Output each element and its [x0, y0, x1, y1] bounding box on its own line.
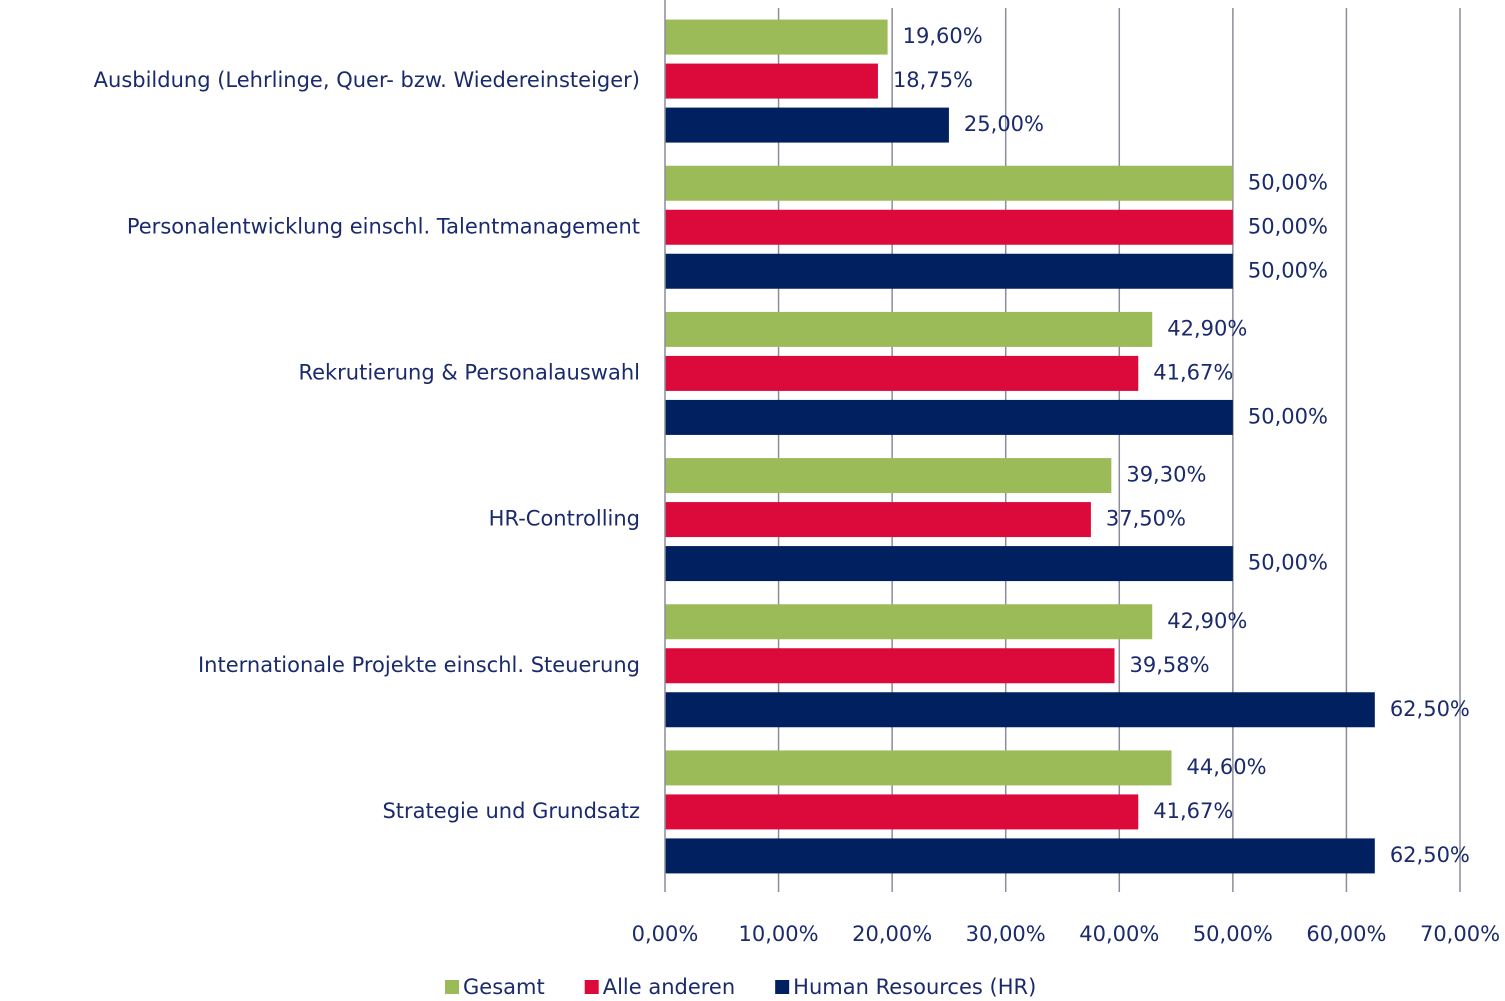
value-label: 37,50%	[1106, 507, 1186, 531]
x-tick-label: 0,00%	[632, 922, 699, 946]
bar	[665, 546, 1233, 582]
value-label: 44,60%	[1187, 755, 1267, 779]
value-label: 39,58%	[1130, 653, 1210, 677]
bar	[665, 794, 1139, 830]
category-label: HR-Controlling	[489, 507, 640, 531]
x-tick-label: 30,00%	[966, 922, 1046, 946]
value-label: 50,00%	[1248, 551, 1328, 575]
bar	[665, 648, 1115, 684]
bar	[665, 502, 1091, 538]
bar	[665, 399, 1233, 435]
x-tick-label: 10,00%	[739, 922, 819, 946]
value-label: 50,00%	[1248, 258, 1328, 282]
value-label: 42,90%	[1167, 609, 1247, 633]
bar	[665, 458, 1112, 494]
value-label: 42,90%	[1167, 316, 1247, 340]
bar	[665, 209, 1233, 245]
bar	[665, 838, 1375, 874]
legend-swatch	[445, 980, 459, 994]
legend-swatch	[775, 980, 790, 994]
legend-label: Alle anderen	[603, 975, 735, 999]
x-tick-label: 60,00%	[1306, 922, 1386, 946]
legend-label: Human Resources (HR)	[793, 975, 1036, 999]
value-label: 41,67%	[1153, 360, 1233, 384]
value-label: 62,50%	[1390, 697, 1470, 721]
legend-swatch	[584, 980, 599, 994]
value-label: 19,60%	[903, 24, 983, 48]
bar	[665, 107, 949, 143]
category-label: Ausbildung (Lehrlinge, Quer- bzw. Wieder…	[94, 68, 640, 92]
bar	[665, 355, 1139, 391]
bar	[665, 311, 1153, 347]
category-label: Rekrutierung & Personalauswahl	[298, 360, 640, 384]
value-label: 50,00%	[1248, 404, 1328, 428]
legend-label: Gesamt	[463, 975, 545, 999]
value-label: 62,50%	[1390, 843, 1470, 867]
x-tick-label: 70,00%	[1420, 922, 1500, 946]
category-label: Internationale Projekte einschl. Steueru…	[198, 653, 640, 677]
value-label: 18,75%	[893, 68, 973, 92]
value-label: 39,30%	[1126, 463, 1206, 487]
bar	[665, 604, 1153, 640]
value-label: 50,00%	[1248, 214, 1328, 238]
bar	[665, 19, 888, 55]
x-tick-label: 50,00%	[1193, 922, 1273, 946]
value-label: 25,00%	[964, 112, 1044, 136]
bar	[665, 63, 878, 99]
x-tick-label: 40,00%	[1079, 922, 1159, 946]
x-tick-label: 20,00%	[852, 922, 932, 946]
bar	[665, 165, 1233, 201]
bar	[665, 692, 1375, 728]
value-label: 41,67%	[1153, 799, 1233, 823]
value-label: 50,00%	[1248, 170, 1328, 194]
bar	[665, 253, 1233, 289]
bar	[665, 750, 1172, 786]
category-label: Personalentwicklung einschl. Talentmanag…	[127, 214, 640, 238]
category-label: Strategie und Grundsatz	[382, 799, 640, 823]
